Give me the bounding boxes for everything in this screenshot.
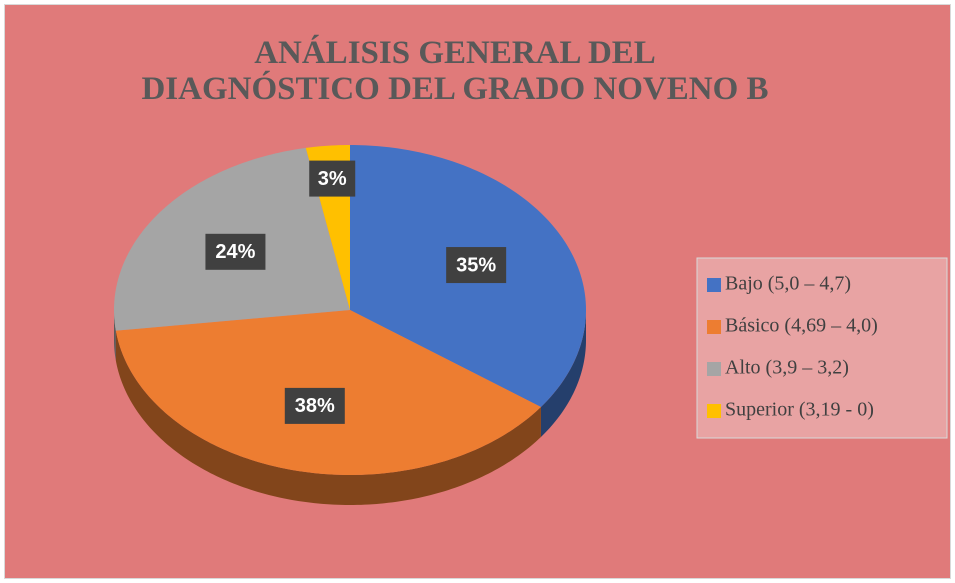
- chart-title: ANÁLISIS GENERAL DEL DIAGNÓSTICO DEL GRA…: [141, 35, 769, 107]
- pie-side: [540, 310, 586, 437]
- legend-label: Bajo (5,0 – 4,7): [725, 273, 851, 295]
- legend-label: Superior (3,19 - 0): [725, 399, 874, 421]
- legend: [696, 257, 948, 439]
- legend-label: Básico (4,69 – 4,0): [725, 315, 878, 337]
- legend-label: Alto (3,9 – 3,2): [725, 357, 849, 379]
- data-label-box: [446, 247, 507, 284]
- data-label-box: [309, 160, 356, 197]
- data-label: 38%: [295, 395, 335, 417]
- data-label-box: [284, 387, 345, 424]
- data-label-box: [205, 233, 266, 270]
- legend-swatch: [707, 362, 721, 376]
- data-label: 35%: [456, 254, 496, 276]
- pie-side: [114, 310, 116, 361]
- data-label: 24%: [215, 241, 255, 263]
- legend-swatch: [707, 404, 721, 418]
- legend-swatch: [707, 278, 721, 292]
- legend-swatch: [707, 320, 721, 334]
- data-label: 3%: [318, 168, 347, 190]
- pie-side: [115, 330, 541, 505]
